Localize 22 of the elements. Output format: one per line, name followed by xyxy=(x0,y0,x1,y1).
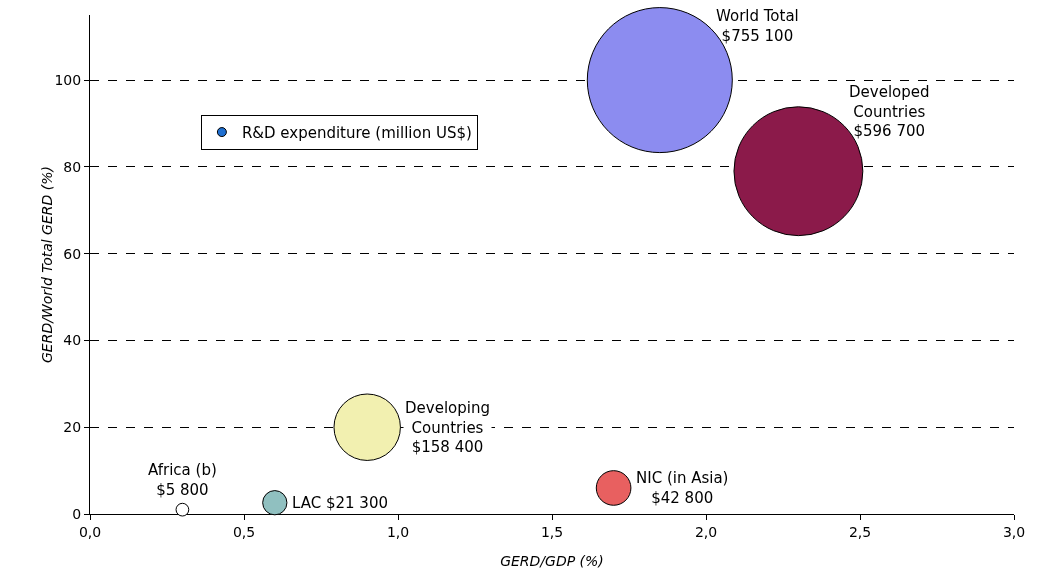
annotation: Africa (b) $5 800 xyxy=(148,461,217,499)
x-tick-label: 3,0 xyxy=(1002,523,1026,540)
y-tick-label: 80 xyxy=(63,158,82,175)
x-tick-label: 0,0 xyxy=(78,523,102,540)
y-tick-label: 40 xyxy=(63,332,82,349)
annotation: LAC $21 300 xyxy=(292,494,388,512)
y-tick-label: 20 xyxy=(63,419,82,436)
y-tick-label: 0 xyxy=(72,505,82,522)
y-axis-title: GERD/World Total GERD (%) xyxy=(39,166,55,363)
x-tick-label: 2,5 xyxy=(848,523,872,540)
y-tick-label: 60 xyxy=(63,245,82,262)
x-tick-label: 2,0 xyxy=(694,523,718,540)
y-tick-label: 100 xyxy=(54,71,82,88)
annotation: World Total $755 100 xyxy=(716,7,799,45)
x-tick-label: 1,0 xyxy=(386,523,410,540)
x-axis-title: GERD/GDP (%) xyxy=(500,553,604,569)
annotation: NIC (in Asia) $42 800 xyxy=(636,469,729,507)
x-tick-label: 0,5 xyxy=(232,523,256,540)
annotation: Developed Countries $596 700 xyxy=(849,83,930,140)
legend-label: R&D expenditure (million US$) xyxy=(241,123,472,142)
x-tick-label: 1,5 xyxy=(540,523,564,540)
annotation: Developing Countries $158 400 xyxy=(405,399,490,456)
